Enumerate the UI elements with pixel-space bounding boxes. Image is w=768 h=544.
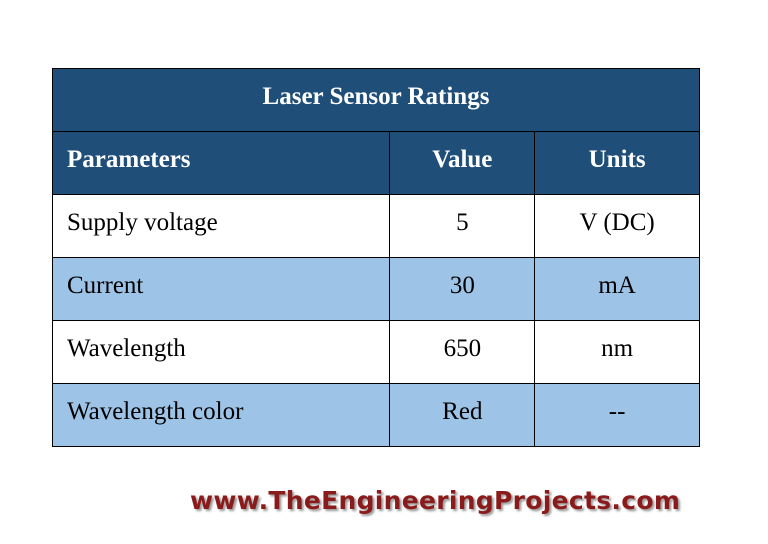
header-cell: Value (389, 131, 536, 195)
table-cell: 30 (389, 257, 536, 321)
table-cell: 650 (389, 320, 536, 384)
header-cell: Units (534, 131, 700, 195)
table-cell: Current (51, 257, 391, 321)
title-row: Laser Sensor Ratings (52, 68, 700, 132)
table-row: Wavelength 650 nm (51, 320, 700, 384)
table-cell: Wavelength (51, 320, 391, 384)
table-title: Laser Sensor Ratings (52, 68, 700, 132)
watermark: www.TheEngineeringProjects.com (190, 486, 681, 515)
ratings-table: Laser Sensor Ratings Parameters Value Un… (51, 68, 700, 447)
table-cell: 5 (389, 194, 536, 258)
header-row: Parameters Value Units (51, 131, 700, 195)
header-cell: Parameters (51, 131, 391, 195)
table-cell: Red (389, 383, 536, 447)
table-cell: nm (534, 320, 700, 384)
table-cell: mA (534, 257, 700, 321)
table-cell: V (DC) (534, 194, 700, 258)
table-cell: -- (534, 383, 700, 447)
table-row: Supply voltage 5 V (DC) (51, 194, 700, 258)
table-row: Current 30 mA (51, 257, 700, 321)
table-row: Wavelength color Red -- (51, 383, 700, 447)
table-cell: Supply voltage (51, 194, 391, 258)
table-cell: Wavelength color (51, 383, 391, 447)
